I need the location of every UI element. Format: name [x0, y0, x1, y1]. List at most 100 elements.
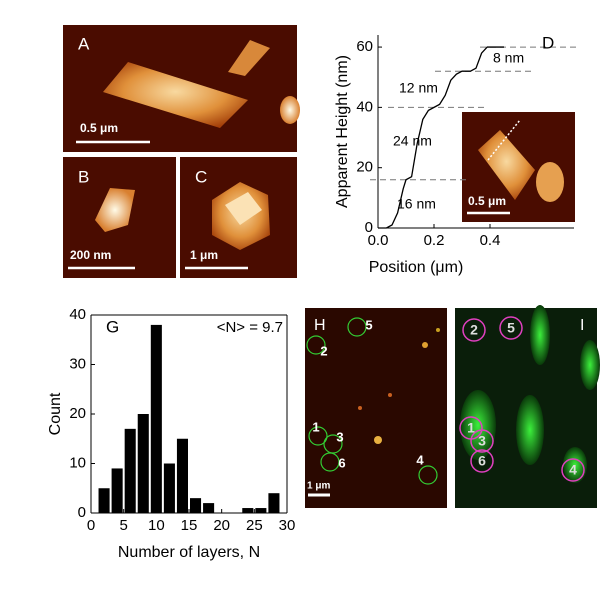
marker-label: 1: [312, 419, 319, 434]
y-tick-label: 20: [69, 405, 86, 422]
x-tick-label: 30: [279, 517, 296, 534]
marker-label: 4: [416, 452, 424, 467]
marker-circle: [418, 465, 438, 485]
x-tick-label: 0: [87, 517, 95, 534]
bar: [111, 468, 123, 513]
panel-label: D: [542, 33, 554, 52]
bar: [190, 498, 202, 513]
flake: [536, 162, 564, 202]
y-tick-label: 30: [69, 355, 86, 372]
spot: [516, 395, 544, 465]
marker-label: 1: [467, 420, 475, 436]
marker-label: 4: [569, 462, 577, 478]
y-tick-label: 40: [69, 306, 86, 323]
flake: [478, 130, 535, 200]
marker-label: 2: [470, 322, 478, 338]
panel-c: C 1 μm: [180, 157, 297, 278]
y-axis-title: Count: [47, 392, 64, 435]
panel-label: G: [106, 317, 119, 336]
flake: [103, 62, 248, 128]
y-tick-label: 60: [356, 38, 373, 55]
flake: [225, 192, 262, 225]
bar: [268, 493, 280, 513]
panel-i: I: [455, 305, 600, 508]
marker-label: 6: [478, 453, 486, 469]
afm-image: [305, 308, 447, 508]
flake: [228, 40, 270, 76]
marker-circle: [470, 449, 494, 473]
y-axis-title: Apparent Height (nm): [334, 55, 351, 208]
marker-label: 5: [507, 320, 515, 336]
bar: [203, 503, 215, 513]
spot: [460, 390, 496, 460]
marker-circle: [499, 316, 523, 340]
marker-circle: [462, 318, 486, 342]
annotation: 8 nm: [493, 50, 524, 66]
x-axis-title: Position (μm): [369, 259, 464, 276]
marker-label: 2: [320, 343, 327, 358]
annotation: 24 nm: [393, 133, 432, 149]
annotation: 16 nm: [397, 196, 436, 212]
scale-label: 1 μm: [190, 248, 218, 262]
y-tick-label: 40: [356, 98, 373, 115]
bar: [137, 414, 149, 513]
marker-circle: [347, 317, 367, 337]
inset: 0.5 μm: [462, 112, 575, 222]
y-tick-label: 20: [356, 159, 373, 176]
particle: [358, 406, 362, 410]
x-tick-label: 0.2: [424, 232, 445, 249]
panel-a: A 0.5 μm: [63, 25, 300, 152]
y-tick-label: 0: [365, 219, 373, 236]
bar: [150, 324, 162, 513]
panel-label: A: [78, 34, 90, 53]
x-tick-label: 5: [119, 517, 127, 534]
annotation: 12 nm: [399, 80, 438, 96]
bar: [98, 488, 110, 513]
scale-label: 1 μm: [307, 481, 330, 492]
x-tick-label: 15: [181, 517, 198, 534]
spot: [563, 447, 587, 483]
marker-label: 5: [365, 317, 372, 332]
spot: [580, 340, 600, 390]
flake: [280, 96, 300, 124]
y-tick-label: 0: [78, 504, 86, 521]
scale-label: 200 nm: [70, 248, 111, 262]
scale-label: 0.5 μm: [468, 194, 506, 208]
bar: [163, 463, 175, 513]
flake: [95, 188, 135, 232]
spot: [530, 305, 550, 365]
particle: [388, 393, 392, 397]
panel-h: 1 μm H: [305, 308, 447, 508]
marker-circle: [561, 458, 585, 482]
marker-circle: [306, 335, 326, 355]
x-tick-label: 0.0: [368, 232, 389, 249]
x-tick-label: 10: [148, 517, 165, 534]
panel-label: H: [314, 317, 326, 334]
marker-circle: [308, 426, 328, 446]
marker-label: 3: [336, 429, 343, 444]
profile-line: [487, 119, 521, 161]
particle: [374, 436, 382, 444]
marker-circle: [320, 452, 340, 472]
marker-circle: [470, 429, 494, 453]
height-profile: [378, 46, 504, 229]
x-axis-title: Number of layers, N: [118, 544, 260, 561]
y-tick-label: 10: [69, 454, 86, 471]
panel-label: B: [78, 167, 89, 186]
marker-label: 6: [338, 455, 345, 470]
bar: [124, 428, 136, 513]
bar: [255, 508, 267, 513]
x-tick-label: 25: [246, 517, 263, 534]
particle: [436, 328, 440, 332]
panel-b: B 200 nm: [63, 157, 176, 278]
x-tick-label: 20: [213, 517, 230, 534]
particle: [422, 342, 428, 348]
panel-label: I: [580, 317, 584, 334]
x-tick-label: 0.4: [480, 232, 501, 249]
annotation: <N> = 9.7: [217, 319, 283, 336]
marker-label: 3: [478, 433, 486, 449]
scale-label: 0.5 μm: [80, 121, 118, 135]
bar: [242, 508, 254, 513]
